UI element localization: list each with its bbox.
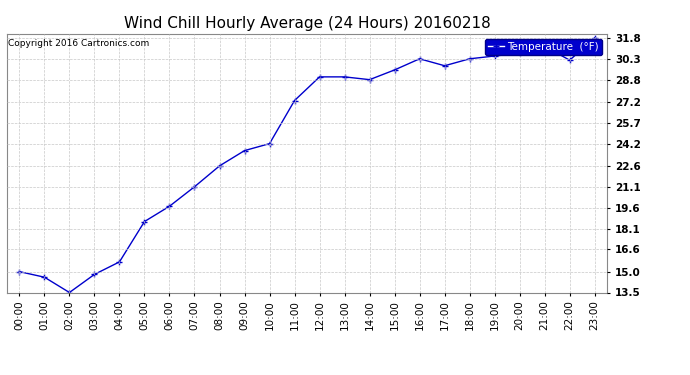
Legend: Temperature  (°F): Temperature (°F) bbox=[485, 39, 602, 55]
Temperature  (°F) bbox=[315, 75, 324, 79]
Temperature  (°F) bbox=[366, 77, 374, 82]
Temperature  (°F) bbox=[591, 36, 599, 40]
Temperature  (°F) bbox=[415, 57, 424, 61]
Text: Copyright 2016 Cartronics.com: Copyright 2016 Cartronics.com bbox=[8, 39, 149, 48]
Temperature  (°F) bbox=[66, 290, 74, 295]
Temperature  (°F) bbox=[340, 75, 348, 79]
Temperature  (°F) bbox=[491, 54, 499, 58]
Temperature  (°F) bbox=[290, 98, 299, 103]
Temperature  (°F) bbox=[15, 269, 23, 274]
Temperature  (°F) bbox=[190, 184, 199, 189]
Temperature  (°F) bbox=[466, 57, 474, 61]
Temperature  (°F) bbox=[266, 141, 274, 146]
Line: Temperature  (°F): Temperature (°F) bbox=[17, 35, 598, 295]
Temperature  (°F) bbox=[40, 275, 48, 279]
Temperature  (°F) bbox=[566, 58, 574, 62]
Temperature  (°F) bbox=[440, 63, 449, 68]
Temperature  (°F) bbox=[240, 148, 248, 153]
Temperature  (°F) bbox=[215, 164, 224, 168]
Temperature  (°F) bbox=[90, 272, 99, 277]
Temperature  (°F) bbox=[540, 44, 549, 48]
Temperature  (°F) bbox=[391, 68, 399, 72]
Temperature  (°F) bbox=[515, 51, 524, 56]
Temperature  (°F) bbox=[140, 219, 148, 224]
Temperature  (°F) bbox=[166, 204, 174, 209]
Temperature  (°F) bbox=[115, 260, 124, 264]
Title: Wind Chill Hourly Average (24 Hours) 20160218: Wind Chill Hourly Average (24 Hours) 201… bbox=[124, 16, 491, 31]
